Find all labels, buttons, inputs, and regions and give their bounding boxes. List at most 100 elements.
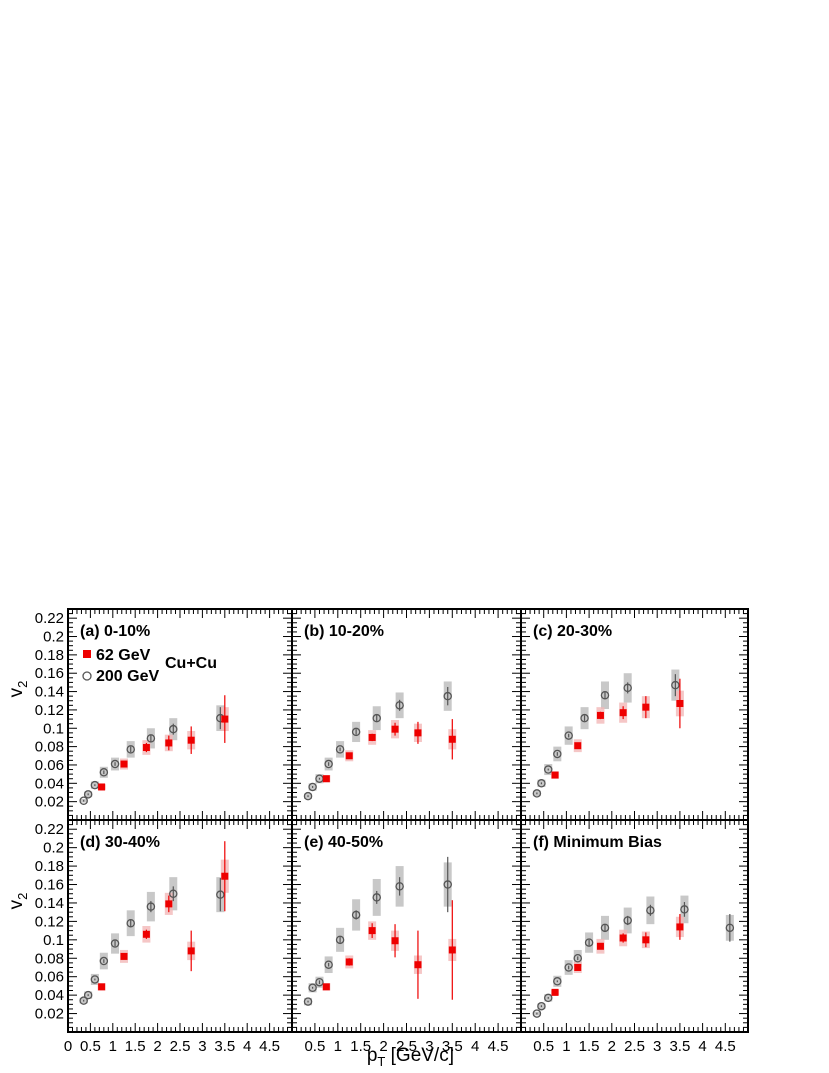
point-62gev: [551, 988, 559, 996]
x-tick-label: 0.5: [533, 1038, 554, 1055]
legend-label-62gev: 62 GeV: [96, 647, 151, 664]
x-tick-label: 0.5: [304, 1038, 325, 1055]
panel-frame: [291, 608, 522, 821]
x-tick-label: 3.5: [442, 1038, 463, 1055]
point-62gev: [322, 983, 330, 991]
panel-title: (f) Minimum Bias: [533, 834, 662, 851]
panels-layer: 0.020.040.060.080.10.120.140.160.180.20.…: [35, 608, 749, 1055]
point-200gev: [351, 727, 361, 737]
point-62gev: [187, 947, 195, 955]
y-tick-label: 0.2: [43, 629, 64, 646]
panel-e: 0.5 1 1.5 2 2.5 3 3.5 4 4.5 (e) 40-50%: [291, 819, 522, 1055]
point-62gev: [574, 742, 582, 750]
point-200gev: [537, 779, 546, 788]
y-tick-label: 0.18: [35, 647, 64, 664]
point-200gev: [372, 893, 381, 902]
y-tick-label: 0.18: [35, 858, 64, 875]
point-200gev: [725, 923, 735, 933]
point-62gev: [98, 983, 106, 991]
point-62gev: [596, 711, 604, 719]
x-axis-title-sub: T: [377, 1054, 385, 1069]
y-axis-title-sub: 2: [15, 681, 30, 688]
y-tick-label: 0.12: [35, 702, 64, 719]
x-tick-label: 3: [198, 1038, 206, 1055]
panel-title: (e) 40-50%: [304, 834, 383, 851]
y-tick-label: 0.1: [43, 720, 64, 737]
panel-title: (b) 10-20%: [304, 623, 384, 640]
point-62gev: [165, 900, 173, 908]
point-200gev: [99, 956, 109, 966]
point-200gev: [146, 902, 156, 911]
y-tick-label: 0.14: [35, 895, 64, 912]
point-200gev: [324, 759, 333, 769]
x-axis-title-main: p: [367, 1045, 378, 1066]
point-62gev: [142, 930, 150, 938]
point-200gev: [600, 690, 610, 700]
point-200gev: [564, 963, 573, 972]
point-62gev: [142, 744, 150, 752]
x-tick-label: 1: [109, 1038, 117, 1055]
point-200gev: [537, 1001, 546, 1011]
point-62gev: [391, 937, 399, 945]
point-200gev: [308, 983, 317, 993]
point-200gev: [216, 890, 225, 899]
y-tick-label: 0.22: [35, 821, 64, 838]
y-tick-label: 0.2: [43, 840, 64, 857]
point-200gev: [146, 734, 156, 743]
point-62gev: [574, 963, 582, 971]
point-200gev: [169, 889, 178, 898]
y-axis-title-upper: v2: [6, 681, 30, 698]
point-200gev: [532, 1009, 542, 1018]
y-tick-label: 0.16: [35, 665, 64, 682]
x-tick-label: 4.5: [488, 1038, 509, 1055]
point-62gev: [368, 927, 376, 935]
panel-b: (b) 10-20%: [291, 608, 522, 821]
point-200gev: [126, 745, 135, 754]
point-62gev: [551, 771, 559, 779]
panel-title: (a) 0-10%: [80, 623, 150, 640]
x-tick-label: 1: [334, 1038, 342, 1055]
point-62gev: [187, 736, 195, 744]
point-200gev: [83, 790, 93, 799]
point-200gev: [335, 935, 345, 945]
point-62gev: [120, 952, 128, 960]
x-tick-label: 3: [653, 1038, 661, 1055]
point-200gev: [110, 759, 120, 769]
x-axis-title: pT [GeV/c]: [367, 1045, 454, 1069]
point-62gev: [120, 760, 128, 768]
x-tick-label: 2.5: [396, 1038, 417, 1055]
panel-frame: [291, 819, 522, 1033]
legend-label-200gev: 200 GeV: [96, 668, 159, 685]
point-200gev: [110, 939, 120, 948]
point-200gev: [99, 768, 109, 777]
x-tick-label: 4: [698, 1038, 706, 1055]
point-62gev: [98, 783, 106, 791]
point-200gev: [395, 701, 404, 710]
legend-marker-62gev: [83, 650, 91, 658]
point-62gev: [676, 923, 684, 931]
point-200gev: [79, 796, 88, 805]
point-200gev: [443, 691, 452, 701]
x-tick-label: 1.5: [350, 1038, 371, 1055]
point-200gev: [90, 975, 100, 984]
y-tick-label: 0.04: [35, 775, 64, 792]
point-200gev: [335, 745, 345, 754]
x-tick-label: 2.5: [170, 1038, 191, 1055]
point-62gev: [642, 703, 650, 711]
x-tick-label: 2: [153, 1038, 161, 1055]
x-tick-label: 4.5: [715, 1038, 736, 1055]
point-62gev: [391, 725, 399, 733]
point-200gev: [623, 916, 632, 925]
point-200gev: [580, 713, 589, 723]
y-tick-label: 0.1: [43, 932, 64, 949]
point-62gev: [448, 735, 456, 743]
y-axis-title-main: v: [6, 899, 27, 909]
point-200gev: [395, 882, 404, 891]
point-62gev: [619, 934, 627, 942]
point-200gev: [315, 977, 324, 987]
panel-frame: [67, 819, 293, 1033]
point-200gev: [646, 906, 655, 915]
point-62gev: [221, 872, 229, 880]
point-62gev: [448, 946, 456, 954]
